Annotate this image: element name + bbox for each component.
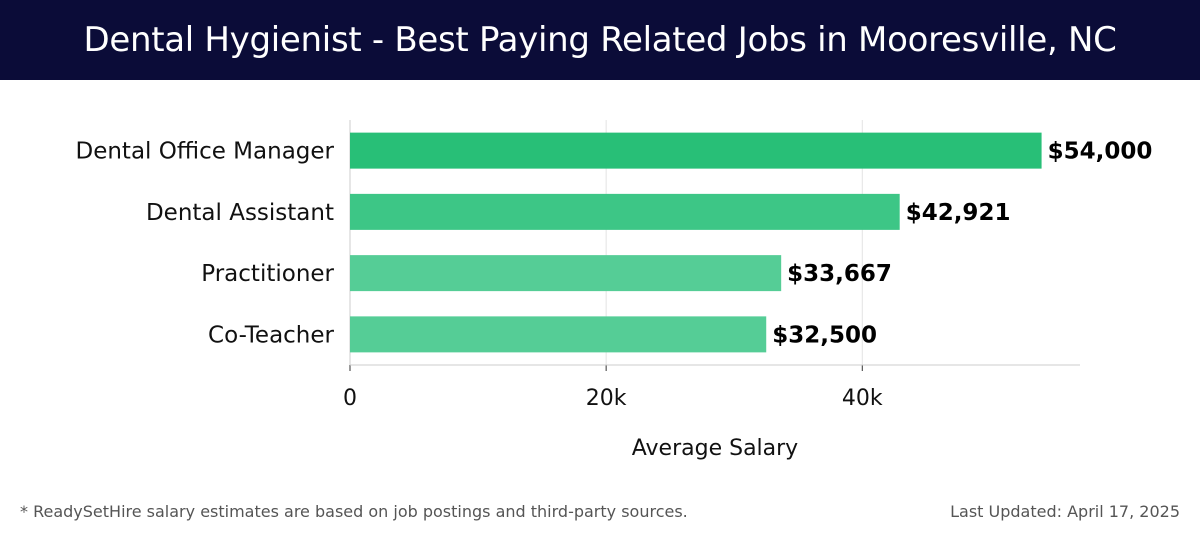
x-tick-label: 20k [586,386,627,411]
value-label: $42,921 [906,200,1011,226]
footer-note: * ReadySetHire salary estimates are base… [20,502,688,521]
bar [350,255,782,292]
x-tick-label: 40k [842,386,883,411]
category-label: Dental Office Manager [75,139,334,165]
value-label: $54,000 [1048,139,1153,165]
label-layer: 0 20k 40k Dental Office Manager $54,000 Denta… [75,139,1152,411]
x-axis-title: Average Salary [632,436,798,461]
bar [350,316,767,353]
category-label: Dental Assistant [146,200,334,226]
chart-title: Dental Hygienist - Best Paying Related J… [83,20,1117,60]
bar [350,193,900,230]
value-label: $33,667 [787,261,892,287]
bar-chart: 0 20k 40k Dental Office Manager $54,000 Denta… [75,120,1152,461]
category-label: Co-Teacher [208,322,335,348]
chart-header: Dental Hygienist - Best Paying Related J… [0,0,1200,80]
bar-layer [350,132,1042,353]
x-tick-label: 0 [343,386,357,411]
value-label: $32,500 [772,322,877,348]
last-updated: Last Updated: April 17, 2025 [950,502,1180,521]
category-label: Practitioner [201,261,334,287]
bar [350,132,1042,169]
